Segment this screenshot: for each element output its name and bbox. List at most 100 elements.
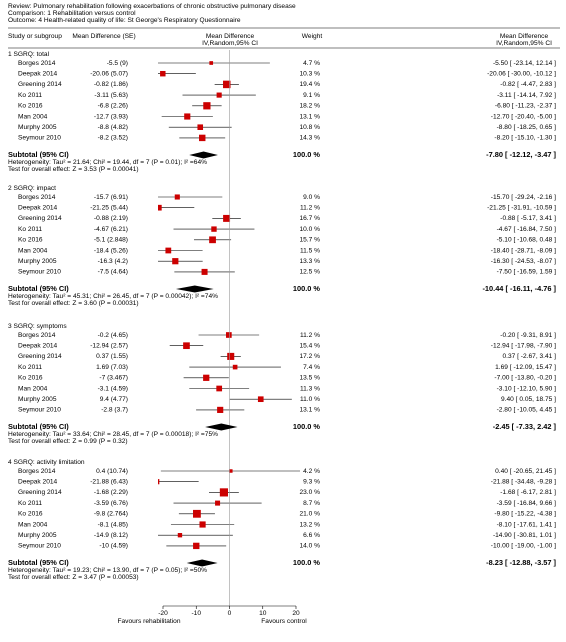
study-weight: 21.0 % <box>299 511 320 518</box>
study-md-se: -12.7 (3.93) <box>94 113 128 120</box>
study-ci: 0.40 [ -20.65, 21.45 ] <box>495 468 556 475</box>
study-name: Deepak 2014 <box>18 204 58 211</box>
study-weight: 13.3 % <box>299 258 320 265</box>
col-effect-method: IV,Random,95% CI <box>496 40 552 47</box>
study-name: Borges 2014 <box>18 468 56 475</box>
study-ci: -8.20 [ -15.10, -1.30 ] <box>494 135 556 142</box>
study-ci: -18.40 [ -28.71, -8.09 ] <box>491 247 556 254</box>
effect-square <box>197 124 204 130</box>
study-ci: -5.50 [ -23.14, 12.14 ] <box>493 60 556 67</box>
study-md-se: -20.06 (5.07) <box>90 70 128 77</box>
study-ci: -0.88 [ -5.17, 3.41 ] <box>500 215 556 222</box>
study-md-se: -8.1 (4.85) <box>98 521 128 528</box>
effect-square <box>216 92 222 98</box>
effect-square <box>158 479 160 485</box>
study-weight: 9.1 % <box>303 92 320 99</box>
study-weight: 7.4 % <box>303 364 320 371</box>
effect-square <box>177 533 183 538</box>
subtotal-weight: 100.0 % <box>293 284 321 293</box>
effect-square <box>203 102 211 110</box>
study-md-se: -3.11 (5.63) <box>94 92 128 99</box>
study-name: Ko 2016 <box>18 237 43 244</box>
study-name: Greening 2014 <box>18 81 62 88</box>
effect-square <box>193 509 201 518</box>
study-name: Ko 2011 <box>18 364 42 371</box>
effect-square <box>174 194 180 200</box>
study-ci: 1.69 [ -12.09, 15.47 ] <box>495 364 556 371</box>
effect-square <box>172 258 179 265</box>
study-ci: -21.88 [ -34.48, -9.28 ] <box>491 478 556 485</box>
study-weight: 11.3 % <box>300 385 320 392</box>
study-weight: 10.0 % <box>299 226 320 233</box>
study-md-se: -4.67 (6.21) <box>94 226 128 233</box>
overall-effect: Test for overall effect: Z = 3.47 (P = 0… <box>8 574 139 581</box>
study-md-se: 0.4 (10.74) <box>96 468 128 475</box>
effect-square <box>223 214 231 222</box>
heterogeneity: Heterogeneity: Tau² = 19.23; Chi² = 13.9… <box>8 567 207 574</box>
effect-square <box>225 332 232 338</box>
study-weight: 14.3 % <box>299 135 320 142</box>
study-name: Ko 2011 <box>18 226 42 233</box>
effect-square <box>158 204 162 211</box>
study-ci: -7.50 [ -16.59, 1.59 ] <box>497 269 557 276</box>
study-md-se: -21.25 (5.44) <box>90 204 128 211</box>
x-tick-label: -20 <box>158 610 168 617</box>
study-name: Man 2004 <box>18 521 48 528</box>
col-effect: Mean Difference <box>500 33 549 40</box>
col-effect: Mean Difference <box>206 33 255 40</box>
effect-square <box>257 396 264 403</box>
study-weight: 14.0 % <box>299 543 320 550</box>
study-weight: 10.3 % <box>299 70 320 77</box>
study-weight: 4.2 % <box>303 468 320 475</box>
study-name: Ko 2011 <box>18 500 42 507</box>
group-title: 2 SGRQ: impact <box>8 185 56 192</box>
study-ci: -9.80 [ -15.22, -4.38 ] <box>494 511 556 518</box>
study-name: Ko 2016 <box>18 511 43 518</box>
study-md-se: -2.8 (3.7) <box>101 407 128 414</box>
subtotal-ci: -8.23 [ -12.88, -3.57 ] <box>486 558 556 567</box>
effect-square <box>229 469 233 473</box>
x-label-right: Favours control <box>261 618 307 625</box>
heterogeneity: Heterogeneity: Tau² = 21.64; Chi² = 19.4… <box>8 159 207 166</box>
subtotal-ci: -7.80 [ -12.12, -3.47 ] <box>486 150 556 159</box>
study-weight: 11.2 % <box>300 204 320 211</box>
effect-square <box>160 70 166 77</box>
study-weight: 10.8 % <box>299 124 320 131</box>
study-md-se: -3.1 (4.59) <box>98 385 128 392</box>
study-weight: 13.1 % <box>299 407 320 414</box>
subtotal-weight: 100.0 % <box>293 558 321 567</box>
study-name: Murphy 2005 <box>18 258 57 265</box>
effect-square <box>203 374 210 381</box>
effect-square <box>201 268 208 275</box>
study-ci: -16.30 [ -24.53, -8.07 ] <box>491 258 556 265</box>
study-md-se: -8.8 (4.82) <box>98 124 128 131</box>
study-md-se: -21.88 (6.43) <box>90 478 128 485</box>
study-ci: -0.20 [ -9.31, 8.91 ] <box>500 332 556 339</box>
study-ci: 9.40 [ 0.05, 18.75 ] <box>501 396 556 403</box>
subtotal-diamond <box>189 151 218 159</box>
study-name: Man 2004 <box>18 385 48 392</box>
study-weight: 13.5 % <box>299 375 320 382</box>
study-md-se: -8.2 (3.52) <box>98 135 128 142</box>
study-ci: -3.11 [ -14.14, 7.92 ] <box>497 92 556 99</box>
study-md-se: -5.5 (9) <box>107 60 128 67</box>
effect-square <box>219 488 228 497</box>
effect-square <box>199 134 206 142</box>
study-ci: -8.10 [ -17.61, 1.41 ] <box>497 521 557 528</box>
subtotal-label: Subtotal (95% CI) <box>8 150 69 159</box>
subtotal-ci: -10.44 [ -16.11, -4.76 ] <box>482 284 556 293</box>
study-name: Borges 2014 <box>18 60 56 67</box>
study-name: Greening 2014 <box>18 489 62 496</box>
study-ci: -10.00 [ -19.00, -1.00 ] <box>491 543 556 550</box>
study-weight: 13.2 % <box>299 521 320 528</box>
study-md-se: -12.94 (2.57) <box>90 342 128 349</box>
study-md-se: -7 (3.467) <box>99 375 128 382</box>
study-weight: 17.2 % <box>299 353 320 360</box>
heterogeneity: Heterogeneity: Tau² = 33.64; Chi² = 28.4… <box>8 431 218 438</box>
comparison: Comparison: 1 Rehabilitation versus cont… <box>8 10 136 17</box>
subtotal-diamond <box>175 285 214 293</box>
study-name: Man 2004 <box>18 113 48 120</box>
subtotal-ci: -2.45 [ -7.33, 2.42 ] <box>493 422 557 431</box>
effect-square <box>215 500 221 506</box>
